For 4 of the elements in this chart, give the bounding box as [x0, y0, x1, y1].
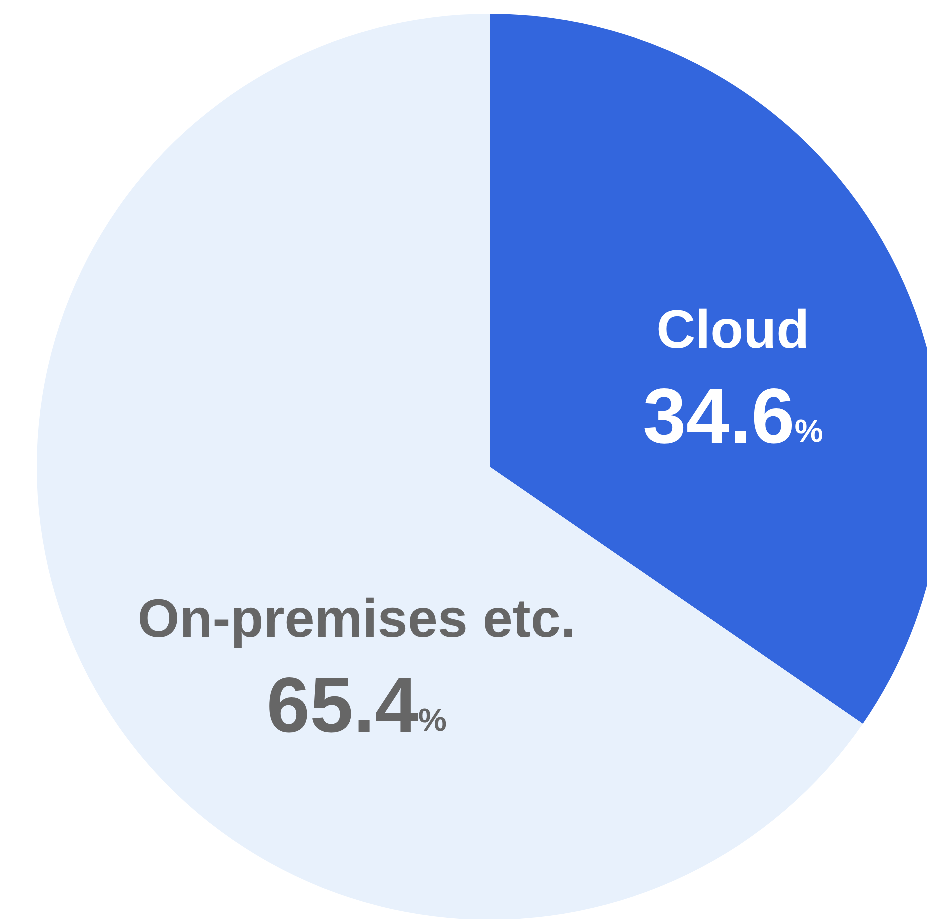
data-label: 34.6%: [643, 372, 824, 460]
slice-label: On-premises etc.: [138, 588, 576, 649]
slice-label: Cloud: [656, 300, 810, 360]
data-label: 65.4%: [266, 660, 447, 749]
